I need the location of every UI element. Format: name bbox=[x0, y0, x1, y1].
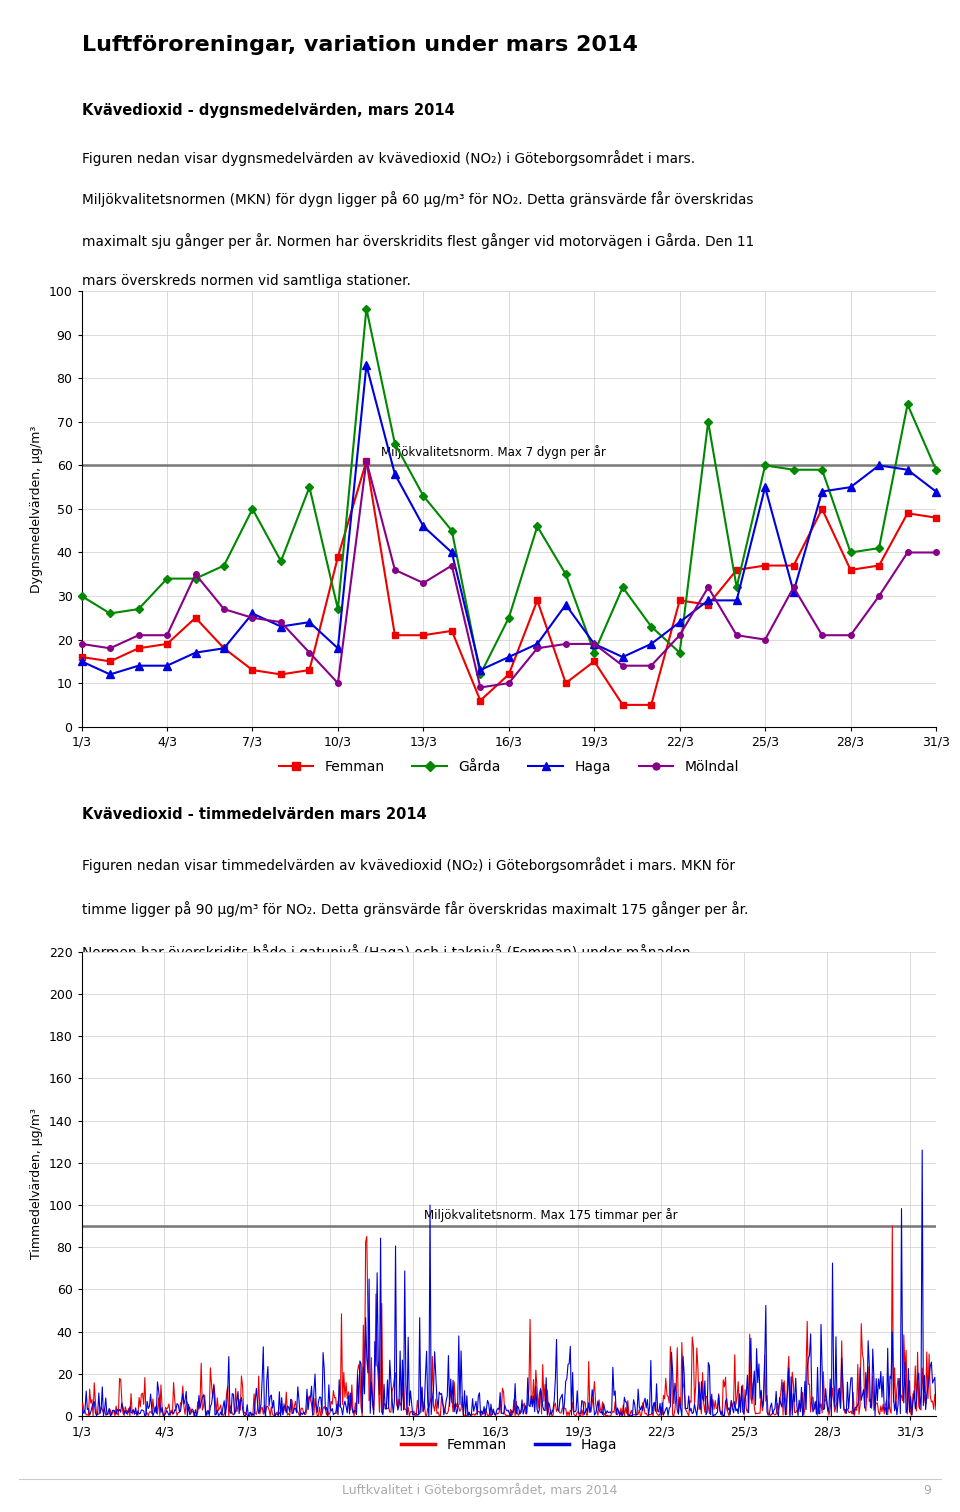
Text: Kvävedioxid - dygnsmedelvärden, mars 2014: Kvävedioxid - dygnsmedelvärden, mars 201… bbox=[82, 103, 454, 118]
Text: Figuren nedan visar timmedelvärden av kvävedioxid (NO₂) i Göteborgsområdet i mar: Figuren nedan visar timmedelvärden av kv… bbox=[82, 857, 734, 874]
Text: Luftkvalitet i Göteborgsområdet, mars 2014: Luftkvalitet i Göteborgsområdet, mars 20… bbox=[343, 1483, 617, 1497]
Text: Figuren nedan visar dygnsmedelvärden av kvävedioxid (NO₂) i Göteborgsområdet i m: Figuren nedan visar dygnsmedelvärden av … bbox=[82, 150, 695, 166]
Text: timme ligger på 90 μg/m³ för NO₂. Detta gränsvärde får överskridas maximalt 175 : timme ligger på 90 μg/m³ för NO₂. Detta … bbox=[82, 901, 748, 916]
Text: Normen har överskridits både i gatunivå (Haga) och i taknivå (Femman) under måna: Normen har överskridits både i gatunivå … bbox=[82, 945, 695, 960]
Text: mars överskreds normen vid samtliga stationer.: mars överskreds normen vid samtliga stat… bbox=[82, 274, 411, 289]
Y-axis label: Timmedelvärden, μg/m³: Timmedelvärden, μg/m³ bbox=[30, 1108, 43, 1259]
Legend: Femman, Gårda, Haga, Mölndal: Femman, Gårda, Haga, Mölndal bbox=[274, 754, 744, 779]
Text: Kvävedioxid - timmedelvärden mars 2014: Kvävedioxid - timmedelvärden mars 2014 bbox=[82, 806, 426, 821]
Text: Miljökvalitetsnorm. Max 7 dygn per år: Miljökvalitetsnorm. Max 7 dygn per år bbox=[380, 445, 606, 458]
Text: Miljökvalitetsnormen (MKN) för dygn ligger på 60 μg/m³ för NO₂. Detta gränsvärde: Miljökvalitetsnormen (MKN) för dygn ligg… bbox=[82, 191, 753, 207]
Y-axis label: Dygnsmedelvärden, μg/m³: Dygnsmedelvärden, μg/m³ bbox=[30, 425, 43, 593]
Legend: Femman, Haga: Femman, Haga bbox=[396, 1432, 622, 1458]
Text: 9: 9 bbox=[924, 1483, 931, 1497]
Text: maximalt sju gånger per år. Normen har överskridits flest gånger vid motorvägen : maximalt sju gånger per år. Normen har ö… bbox=[82, 233, 754, 248]
Text: Luftföroreningar, variation under mars 2014: Luftföroreningar, variation under mars 2… bbox=[82, 35, 637, 54]
Text: Miljökvalitetsnorm. Max 175 timmar per år: Miljökvalitetsnorm. Max 175 timmar per å… bbox=[423, 1208, 678, 1222]
